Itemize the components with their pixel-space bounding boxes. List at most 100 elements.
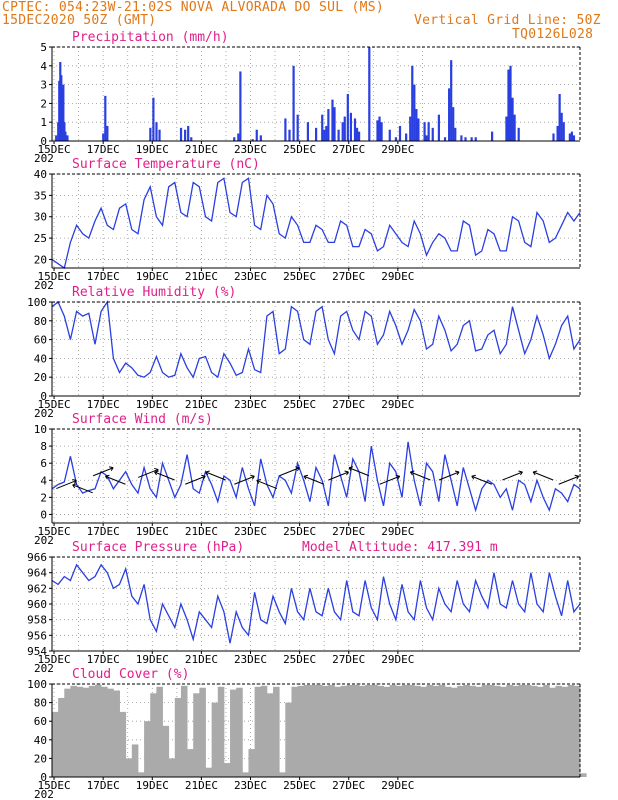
cloud-bar	[137, 772, 145, 777]
precip-bar	[368, 47, 371, 141]
cloud-bar	[524, 684, 532, 777]
cloud-bar	[82, 687, 90, 777]
x-tick-label: 21DEC	[185, 398, 218, 411]
wind-arrow	[154, 471, 175, 481]
wind-arrow	[256, 480, 278, 490]
precip-bar	[106, 125, 109, 141]
cloud-bar	[248, 749, 256, 777]
wind-arrow	[532, 471, 554, 481]
wind-arrow-head	[532, 470, 538, 476]
precip-bar	[376, 120, 379, 141]
y-tick-label: 966	[27, 551, 47, 564]
wind-arrow	[303, 475, 325, 485]
cloud-bar	[389, 684, 397, 777]
cloud-bar	[168, 758, 176, 777]
y-tick-label: 964	[27, 567, 47, 580]
cloud-bar	[101, 686, 108, 777]
panel-title: Surface Wind (m/s)	[72, 412, 213, 427]
x-tick-label: 19DEC	[136, 525, 169, 538]
x-tick-label: 19DEC	[136, 779, 169, 792]
cloud-bar	[162, 725, 170, 777]
cloud-bar	[150, 693, 157, 777]
precip-bar	[233, 137, 236, 141]
cloud-bar	[131, 744, 139, 777]
x-tick-year: 202	[34, 788, 54, 800]
precip-bar	[64, 131, 67, 141]
precip-bar	[415, 109, 418, 141]
precip-bar	[288, 129, 291, 141]
y-tick-label: 2	[40, 491, 47, 504]
precip-bar	[104, 95, 107, 141]
y-tick-label: 40	[34, 352, 47, 365]
cloud-bar	[457, 685, 464, 777]
x-tick-label: 17DEC	[87, 525, 120, 538]
cloud-bar	[365, 684, 372, 777]
precip-bar	[417, 118, 420, 141]
precip-bar	[337, 129, 340, 141]
precip-bar	[572, 135, 576, 141]
x-tick-label: 23DEC	[234, 270, 267, 283]
precip-bar	[333, 107, 336, 141]
x-tick-label: 23DEC	[234, 525, 267, 538]
header-model: TQ0126L028	[512, 27, 594, 42]
x-tick-label: 19DEC	[136, 143, 169, 156]
x-tick-label: 19DEC	[136, 653, 169, 666]
x-tick-label: 27DEC	[332, 270, 365, 283]
x-tick-label: 15DEC	[37, 525, 70, 538]
cloud-bar	[230, 689, 237, 777]
precip-bar	[306, 122, 310, 141]
y-tick-label: 0	[40, 771, 47, 784]
precip-bar	[562, 122, 565, 141]
wind-arrow	[279, 467, 300, 477]
cloud-bar	[328, 684, 335, 777]
panel-title: Surface Pressure (hPa)	[72, 540, 244, 555]
header-grid-line: Vertical Grid Line: 50Z	[414, 13, 601, 28]
series-line	[51, 300, 581, 379]
wind-arrow-head	[295, 466, 300, 472]
cloud-bar	[193, 693, 200, 777]
y-tick-label: 40	[34, 734, 47, 747]
y-tick-label: 0	[40, 390, 47, 403]
precip-bar	[255, 129, 258, 141]
cloud-bar	[76, 686, 84, 777]
cloud-bar	[297, 685, 305, 777]
precip-bar	[460, 135, 463, 141]
cloud-bar	[303, 684, 311, 777]
cloud-bar	[64, 688, 71, 777]
wind-arrow-head	[303, 474, 309, 480]
cloud-bar	[309, 684, 317, 777]
precip-bar	[251, 139, 254, 141]
cloud-bar	[199, 687, 206, 777]
precip-bar	[55, 135, 58, 141]
cloud-bar	[580, 773, 587, 777]
x-tick-label: 17DEC	[87, 653, 120, 666]
precip-bar	[152, 97, 155, 141]
y-tick-label: 20	[34, 371, 47, 384]
cloud-bar	[512, 685, 520, 777]
precip-bar	[239, 71, 242, 141]
y-tick-label: 962	[27, 582, 47, 595]
precip-bar	[343, 116, 346, 141]
cloud-bar	[94, 684, 102, 777]
y-tick-label: 5	[40, 41, 47, 54]
precip-bar	[425, 135, 428, 141]
y-tick-label: 80	[34, 697, 47, 710]
precip-bar	[558, 94, 561, 141]
wind-arrow-head	[344, 470, 349, 476]
precip-bar	[452, 107, 455, 141]
precip-bar	[437, 114, 440, 141]
cloud-bar	[180, 685, 188, 777]
cloud-bar	[125, 758, 133, 777]
precip-bar	[507, 69, 510, 141]
cloud-bar	[408, 684, 415, 777]
x-tick-label: 21DEC	[185, 270, 218, 283]
precip-bar	[341, 122, 344, 141]
x-tick-label: 25DEC	[283, 653, 316, 666]
cloud-bar	[555, 685, 563, 777]
x-tick-label: 25DEC	[283, 779, 316, 792]
precip-bar	[331, 99, 334, 141]
precip-bar	[464, 137, 467, 141]
precip-bar	[62, 84, 65, 141]
cloud-bar	[371, 684, 378, 777]
precip-bar	[556, 125, 559, 141]
